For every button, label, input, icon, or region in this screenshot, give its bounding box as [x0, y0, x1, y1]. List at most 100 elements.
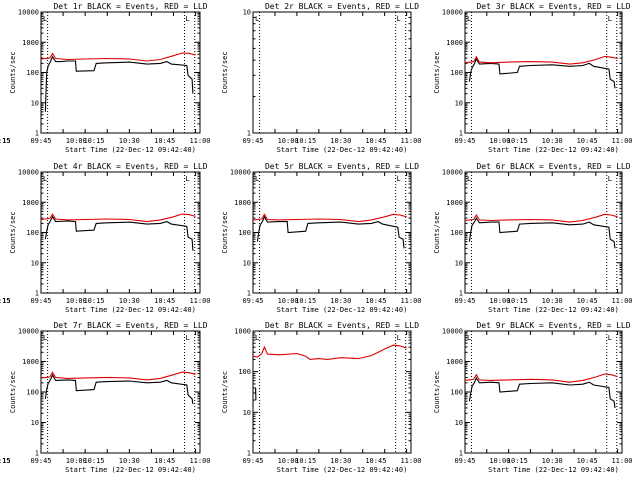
panel-title: Det 4r BLACK = Events, RED = LLD: [53, 162, 207, 171]
x-tick-label: 10:00: [489, 137, 510, 145]
x-tick-label: 09:45: [454, 137, 475, 145]
x-tick-label: 10:45: [577, 457, 598, 465]
events-series-line: [468, 376, 616, 408]
y-tick-label: 10000: [442, 169, 463, 177]
corner-marker: L: [186, 175, 190, 183]
x-axis-label: Start Time (22-Dec-12 09:42:40): [277, 146, 408, 154]
x-tick-label: 09:45: [30, 137, 51, 145]
x-tick-label: 11:00: [189, 297, 210, 305]
x-tick-label: 10:45: [154, 457, 175, 465]
y-tick-label: 10000: [442, 9, 463, 17]
x-tick-label: 10:00: [66, 137, 87, 145]
y-tick-label: 10: [455, 259, 463, 267]
corner-marker: L: [397, 334, 401, 342]
y-tick-label: 1: [459, 450, 463, 458]
y-tick-label: 1: [247, 450, 251, 458]
y-tick-label: 10: [455, 99, 463, 107]
y-tick-label: 10: [243, 9, 251, 17]
y-tick-label: 1000: [22, 199, 39, 207]
plot-frame: [464, 11, 623, 134]
y-tick-label: 1: [247, 130, 251, 138]
x-axis-label: Start Time (22-Dec-12 09:42:40): [65, 466, 196, 474]
x-tick-label: 10:15: [295, 457, 316, 465]
x-tick-label: 09:45: [242, 457, 263, 465]
x-tick-label: 10:30: [330, 297, 351, 305]
corner-marker: L: [608, 15, 612, 23]
corner-marker: L: [255, 175, 259, 183]
detector-panel: Det 4r BLACK = Events, RED = LLD 1 10 100 10…: [0, 162, 211, 314]
x-tick-label: 11:15: [0, 297, 11, 305]
detector-panel: Det 8r BLACK = Events, RED = LLD11010010…: [0, 321, 422, 474]
detector-panel: Det 3r BLACK = Events, RED = LLD11010010…: [0, 2, 633, 154]
lld-series-line: [464, 373, 618, 383]
y-axis-label: Counts/sec: [433, 51, 441, 93]
corner-marker: L: [43, 175, 47, 183]
x-axis-label: Start Time (22-Dec-12 09:42:40): [488, 146, 619, 154]
x-tick-label: 11:00: [189, 137, 210, 145]
y-axis-label: Counts/sec: [9, 51, 17, 93]
y-tick-label: 1000: [22, 358, 39, 366]
x-tick-label: 10:00: [489, 457, 510, 465]
corner-marker: L: [467, 15, 471, 23]
corner-marker: L: [467, 175, 471, 183]
y-tick-label: 10000: [442, 328, 463, 336]
panel-title: Det 7r BLACK = Events, RED = LLD: [53, 321, 207, 330]
x-tick-label: 10:45: [365, 457, 386, 465]
x-axis-label: Start Time (22-Dec-12 09:42:40): [277, 306, 408, 314]
lld-series-line: [464, 55, 618, 65]
y-axis-label: Counts/sec: [433, 371, 441, 413]
x-tick-label: 09:45: [242, 137, 263, 145]
lld-series-line: [252, 213, 407, 223]
events-series-line: [256, 215, 405, 249]
x-tick-label: 10:00: [66, 297, 87, 305]
x-tick-label: 11:00: [611, 297, 632, 305]
x-tick-label: 10:00: [278, 297, 299, 305]
y-tick-label: 10000: [18, 9, 39, 17]
detector-panel: Det 9r BLACK = Events, RED = LLD11010010…: [0, 321, 633, 474]
x-tick-label: 10:30: [330, 457, 351, 465]
y-tick-label: 1000: [22, 39, 39, 47]
detector-panel: Det 2r BLACK = Events, RED = LLD 1 10 09:45…: [0, 2, 422, 154]
detector-panel: Det 5r BLACK = Events, RED = LLD11010010…: [0, 162, 422, 314]
x-tick-label: 11:15: [0, 297, 11, 305]
corner-marker: L: [397, 175, 401, 183]
x-axis-label: Start Time (22-Dec-12 09:42:40): [65, 306, 196, 314]
corner-marker: L: [186, 15, 190, 23]
x-tick-label: 11:00: [611, 137, 632, 145]
plot-frame: [40, 11, 201, 134]
lld-series-line: [40, 213, 196, 223]
x-tick-label: 09:45: [454, 297, 475, 305]
x-tick-label: 10:30: [119, 137, 140, 145]
events-series-line: [44, 373, 194, 405]
x-tick-label: 10:30: [119, 297, 140, 305]
events-series-line: [468, 57, 616, 89]
detector-panel: Det 6r BLACK = Events, RED = LLD11010010…: [0, 162, 633, 314]
x-tick-label: 10:15: [507, 457, 528, 465]
plot-frame: [252, 171, 412, 294]
panel-title: Det 6r BLACK = Events, RED = LLD: [476, 162, 630, 171]
x-tick-label: 10:45: [154, 137, 175, 145]
x-tick-label: 10:30: [542, 457, 563, 465]
x-tick-label: 09:45: [242, 297, 263, 305]
corner-marker: L: [43, 15, 47, 23]
corner-marker: L: [186, 334, 190, 342]
y-tick-label: 100: [238, 368, 251, 376]
x-tick-label: 10:30: [330, 137, 351, 145]
y-tick-label: 1: [35, 290, 39, 298]
x-axis-label: Start Time (22-Dec-12 09:42:40): [277, 466, 408, 474]
x-tick-label: 10:00: [489, 297, 510, 305]
x-tick-label: 11:00: [400, 297, 421, 305]
x-tick-label: 11:00: [400, 457, 421, 465]
y-tick-label: 1: [459, 290, 463, 298]
y-tick-label: 10000: [18, 169, 39, 177]
plot-frame: [252, 11, 412, 134]
y-tick-label: 1: [35, 450, 39, 458]
detector-panel: Det 7r BLACK = Events, RED = LLD 1 10 100 10…: [0, 321, 211, 474]
lld-series-line: [464, 213, 618, 223]
y-tick-label: 10: [31, 99, 39, 107]
x-tick-label: 11:15: [0, 457, 11, 465]
y-tick-label: 1000: [446, 199, 463, 207]
x-tick-label: 10:45: [365, 297, 386, 305]
plot-frame: [40, 171, 201, 294]
